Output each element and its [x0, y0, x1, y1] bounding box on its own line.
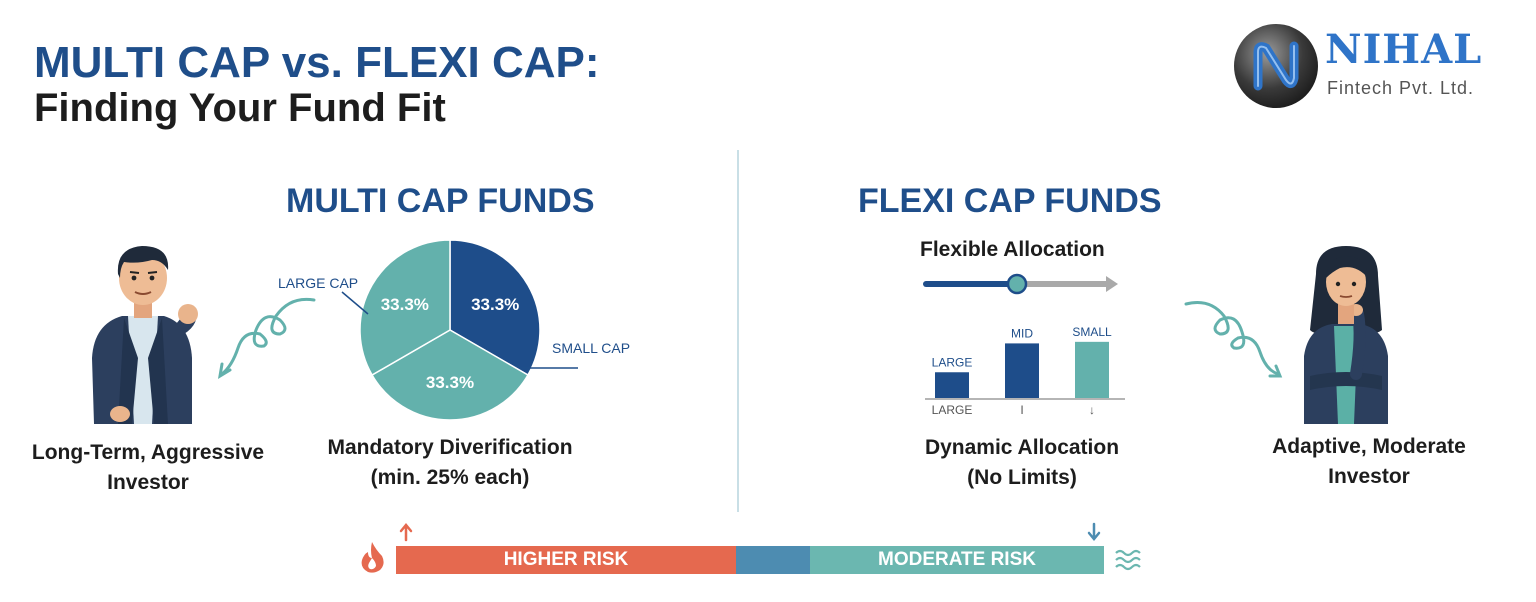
- bar-mid: [1005, 343, 1039, 398]
- dynamic-allocation-caption: Dynamic Allocation (No Limits): [924, 436, 1120, 489]
- moderate-investor-illustration: [1296, 244, 1396, 424]
- page-title: MULTI CAP vs. FLEXI CAP:: [34, 38, 600, 87]
- nihal-emblem-icon: [1232, 22, 1320, 110]
- waves-icon: [1114, 546, 1144, 574]
- slider-arrowhead: [1106, 276, 1118, 292]
- risk-bar: HIGHER RISK MODERATE RISK: [396, 546, 1104, 574]
- large-cap-label: LARGE CAP: [278, 275, 359, 291]
- aggressive-investor-illustration: [72, 238, 212, 424]
- pie-slice: [359, 239, 451, 377]
- moderate-investor-label: Adaptive, Moderate Investor: [1272, 435, 1466, 488]
- moderate-risk-segment: MODERATE RISK: [810, 546, 1104, 574]
- pie-data-label: 33.3%: [381, 295, 429, 314]
- mixed-risk-segment: [736, 546, 810, 574]
- moderate-risk-label: MODERATE RISK: [878, 549, 1036, 570]
- pie-slice: [371, 329, 529, 421]
- allocation-slider[interactable]: [922, 272, 1120, 296]
- pie-slice: [449, 239, 541, 377]
- bar-tick-label: I: [1020, 403, 1023, 417]
- multi-cap-pie-chart: 33.3% 33.3% 33.3%: [350, 238, 550, 428]
- page-subtitle: Finding Your Fund Fit: [34, 86, 446, 130]
- section-divider: [737, 150, 739, 512]
- curly-arrow-right-icon: [1180, 290, 1288, 386]
- flexi-cap-bar-chart: LARGE LARGE MID I SMALL ↓: [925, 300, 1130, 422]
- arrow-down-icon: [1084, 522, 1104, 542]
- multi-cap-title: MULTI CAP FUNDS: [286, 182, 595, 220]
- bar-category-label: LARGE: [932, 355, 973, 369]
- bar-tick-label: ↓: [1089, 403, 1095, 417]
- bar-category-label: MID: [1011, 326, 1033, 340]
- higher-risk-label: HIGHER RISK: [503, 549, 629, 570]
- aggressive-investor-label: Long-Term, Aggressive Investor: [31, 441, 265, 494]
- logo-subtitle: Fintech Pvt. Ltd.: [1327, 78, 1475, 98]
- bar-large: [935, 372, 969, 398]
- fire-icon: [358, 540, 386, 574]
- small-cap-label: SMALL CAP: [552, 340, 631, 356]
- higher-risk-segment: HIGHER RISK: [396, 546, 736, 574]
- mandatory-diversification-caption: Mandatory Diverification (min. 25% each): [327, 436, 573, 489]
- pie-data-label: 33.3%: [471, 295, 519, 314]
- bar-category-label: SMALL: [1072, 325, 1112, 339]
- pie-data-label: 33.3%: [426, 373, 474, 392]
- bar-small: [1075, 341, 1109, 398]
- slider-knob[interactable]: [1006, 273, 1028, 295]
- logo-name: NIHAL: [1325, 26, 1483, 73]
- arrow-up-icon: [396, 522, 416, 542]
- curly-arrow-icon: [210, 286, 318, 386]
- flexible-allocation-label: Flexible Allocation: [920, 238, 1105, 261]
- small-cap-leader-line: [520, 358, 580, 369]
- flexi-cap-title: FLEXI CAP FUNDS: [858, 182, 1162, 220]
- large-cap-leader-line: [340, 290, 370, 316]
- bar-tick-label: LARGE: [932, 403, 973, 417]
